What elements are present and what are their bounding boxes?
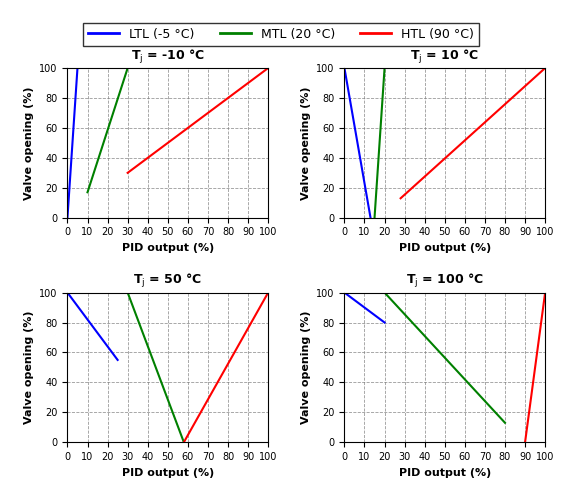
Y-axis label: Valve opening (%): Valve opening (%) (24, 311, 34, 424)
X-axis label: PID output (%): PID output (%) (121, 243, 214, 253)
Y-axis label: Valve opening (%): Valve opening (%) (24, 86, 34, 200)
Title: T$_\mathrm{j}$ = 10 °C: T$_\mathrm{j}$ = 10 °C (410, 48, 479, 66)
Title: T$_\mathrm{j}$ = -10 °C: T$_\mathrm{j}$ = -10 °C (131, 48, 205, 66)
X-axis label: PID output (%): PID output (%) (398, 468, 491, 478)
Y-axis label: Valve opening (%): Valve opening (%) (301, 86, 311, 200)
X-axis label: PID output (%): PID output (%) (121, 468, 214, 478)
Legend: LTL (-5 °C), MTL (20 °C), HTL (90 °C): LTL (-5 °C), MTL (20 °C), HTL (90 °C) (83, 22, 479, 46)
Y-axis label: Valve opening (%): Valve opening (%) (301, 311, 311, 424)
X-axis label: PID output (%): PID output (%) (398, 243, 491, 253)
Title: T$_\mathrm{j}$ = 50 °C: T$_\mathrm{j}$ = 50 °C (133, 272, 202, 290)
Title: T$_\mathrm{j}$ = 100 °C: T$_\mathrm{j}$ = 100 °C (406, 272, 484, 290)
